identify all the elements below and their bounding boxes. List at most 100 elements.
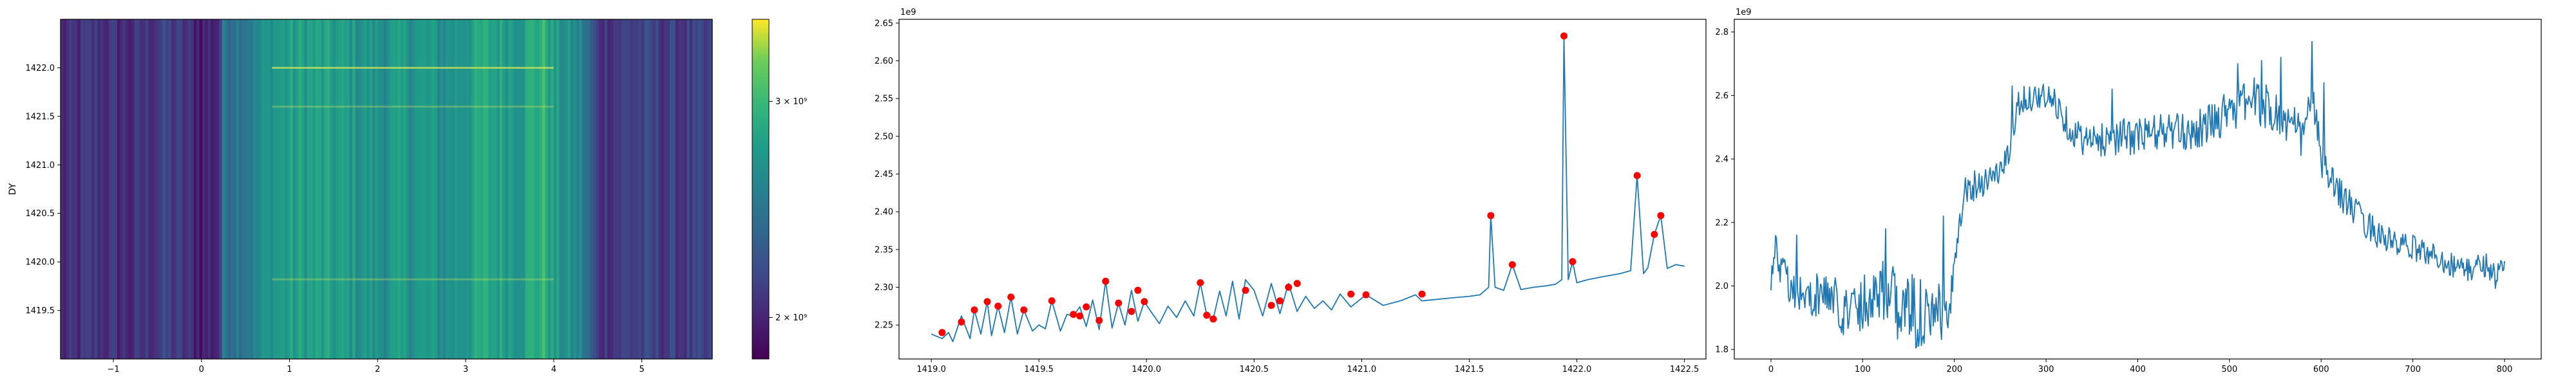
peaks-line-offset-label: 1e9: [900, 8, 916, 17]
heatmap-column: [596, 19, 600, 359]
heatmap-column: [341, 19, 345, 359]
heatmap-column: [142, 19, 146, 359]
peaks-line-peak-marker: [1134, 286, 1142, 294]
heatmap-x-tick-label: 5: [639, 365, 644, 374]
heatmap-column: [542, 19, 545, 359]
heatmap-column: [698, 19, 701, 359]
heatmap-column: [692, 19, 696, 359]
heatmap-column: [505, 19, 509, 359]
peaks-line-peak-marker: [1020, 306, 1028, 314]
heatmap-column: [636, 19, 639, 359]
heatmap-column: [301, 19, 305, 359]
heatmap-column: [236, 19, 240, 359]
heatmap-column: [358, 19, 361, 359]
peaks-line-peak-marker: [1657, 212, 1665, 219]
heatmap-column: [369, 19, 373, 359]
peaks-line-peak-marker: [971, 306, 978, 314]
profile-line-y-tick-label: 2.4: [1715, 155, 1728, 165]
peaks-line-frame: [898, 19, 1707, 360]
peaks-line-peak-marker: [1293, 280, 1301, 288]
heatmap-column: [71, 19, 75, 359]
heatmap-column: [687, 19, 690, 359]
heatmap-y-label: DY: [8, 183, 18, 195]
heatmap-column: [403, 19, 407, 359]
profile-line-y-tick-label: 2.8: [1715, 28, 1728, 37]
heatmap-column: [650, 19, 654, 359]
heatmap-column: [587, 19, 591, 359]
heatmap-column: [250, 19, 254, 359]
profile-line-x-axis: 0 100 200 300 400 500 600 700 800: [1768, 359, 2513, 374]
peaks-line-peak-marker: [1197, 279, 1204, 286]
heatmap-column: [375, 19, 379, 359]
heatmap-column: [533, 19, 537, 359]
profile-line-x-tick-label: 0: [1768, 365, 1774, 374]
peaks-line-peak-marker: [1347, 290, 1355, 298]
peaks-line-peak-marker: [1095, 317, 1103, 324]
profile-line-frame: [1734, 19, 2542, 360]
heatmap-column: [667, 19, 670, 359]
heatmap-column: [160, 19, 163, 359]
heatmap-column: [227, 19, 231, 359]
heatmap-column: [423, 19, 427, 359]
heatmap-column: [474, 19, 478, 359]
heatmap-y-tick-label: 1419.5: [26, 306, 55, 316]
heatmap-column: [363, 19, 367, 359]
heatmap-column: [539, 19, 543, 359]
heatmap-y-tick-label: 1422.0: [26, 64, 55, 73]
heatmap-column: [514, 19, 517, 359]
heatmap-column: [281, 19, 285, 359]
heatmap-column: [703, 19, 707, 359]
heatmap-column: [610, 19, 614, 359]
peaks-line-y-tick-label: 2.50: [875, 132, 893, 142]
heatmap-column: [310, 19, 314, 359]
peaks-line-panel: 1419.0 1419.5 1420.0 1420.5 1421.0 1421.5 1422…: [875, 8, 1707, 374]
heatmap-column: [500, 19, 503, 359]
heatmap-column: [103, 19, 106, 359]
profile-line-y-tick-label: 1.8: [1715, 345, 1728, 355]
peaks-line-x-tick-label: 1422.0: [1562, 365, 1592, 374]
peaks-line-peak-marker: [994, 302, 1002, 310]
heatmap-column: [151, 19, 155, 359]
heatmap-y-tick-label: 1420.0: [26, 258, 55, 268]
peaks-line-x-axis: 1419.0 1419.5 1420.0 1420.5 1421.0 1421.5 1422…: [916, 359, 1699, 374]
heatmap-column: [239, 19, 243, 359]
heatmap-column: [219, 19, 223, 359]
heatmap-column: [61, 19, 64, 359]
heatmap-column: [412, 19, 415, 359]
profile-line-y-tick-label: 2.0: [1715, 282, 1728, 291]
heatmap-column: [670, 19, 673, 359]
heatmap-column: [233, 19, 237, 359]
profile-line-x-tick-label: 700: [2405, 365, 2421, 374]
heatmap-column: [179, 19, 183, 359]
heatmap-column: [627, 19, 630, 359]
profile-line-y-tick-label: 2.6: [1715, 91, 1728, 101]
peaks-line-peak-marker: [1569, 258, 1577, 266]
peaks-line-y-tick-label: 2.45: [875, 170, 893, 179]
heatmap-column: [429, 19, 432, 359]
heatmap-column: [647, 19, 650, 359]
heatmap-column: [77, 19, 81, 359]
peaks-line-peak-marker: [1267, 302, 1275, 309]
heatmap-column: [559, 19, 563, 359]
heatmap-column: [171, 19, 175, 359]
heatmap-column: [312, 19, 316, 359]
heatmap-column: [253, 19, 257, 359]
heatmap-column: [162, 19, 166, 359]
heatmap-column: [111, 19, 115, 359]
heatmap-column: [381, 19, 384, 359]
profile-line-x-tick-label: 800: [2497, 365, 2513, 374]
peaks-line-peak-marker: [1418, 290, 1426, 298]
heatmap-column: [585, 19, 588, 359]
heatmap-column: [641, 19, 645, 359]
heatmap-column: [211, 19, 214, 359]
peaks-line-peak-marker: [1070, 311, 1077, 318]
heatmap-column: [324, 19, 328, 359]
heatmap-y-tick-label: 1421.5: [26, 112, 55, 122]
heatmap-column: [599, 19, 602, 359]
heatmap-column: [307, 19, 310, 359]
heatmap-column: [267, 19, 271, 359]
heatmap-column: [75, 19, 78, 359]
profile-line-panel: 0 100 200 300 400 500 600 700 800 1.8 2.0 2.2 2.4 2.…: [1715, 8, 2542, 374]
heatmap-column: [446, 19, 450, 359]
peaks-line-series-line: [931, 35, 1685, 342]
